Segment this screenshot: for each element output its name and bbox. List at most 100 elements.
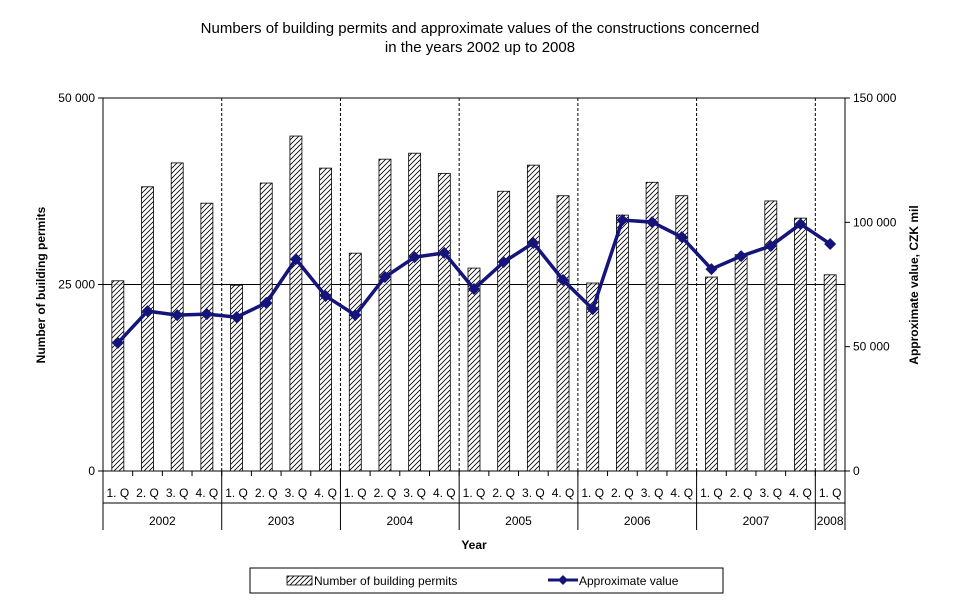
quarter-label: 4. Q <box>196 486 219 500</box>
marker-approximate-value <box>824 237 837 250</box>
bar-building-permits <box>616 214 629 472</box>
bar-building-permits <box>289 135 303 472</box>
quarter-label: 1. Q <box>819 486 842 500</box>
bar-building-permits <box>348 252 362 472</box>
y-axis-left-label: Number of building permits <box>34 206 48 363</box>
quarter-label: 2. Q <box>255 486 278 500</box>
marker-approximate-value <box>438 246 451 259</box>
quarter-label: 2. Q <box>492 486 515 500</box>
marker-approximate-value <box>794 218 807 231</box>
quarter-label: 1. Q <box>344 486 367 500</box>
y-right-tick-label: 100 000 <box>853 215 897 229</box>
marker-approximate-value <box>764 239 777 252</box>
year-label: 2003 <box>268 514 295 528</box>
legend-bar-swatch <box>286 575 313 586</box>
marker-approximate-value <box>408 251 421 264</box>
bar-building-permits <box>378 158 392 472</box>
bar-building-permits <box>734 254 748 472</box>
marker-approximate-value <box>141 305 154 318</box>
bar-building-permits <box>705 276 718 472</box>
legend-line-marker <box>558 575 568 585</box>
quarter-label: 3. Q <box>759 486 782 500</box>
bar-building-permits <box>408 152 422 472</box>
marker-approximate-value <box>260 296 273 309</box>
bar-building-permits <box>437 172 451 472</box>
marker-approximate-value <box>349 309 362 322</box>
quarter-label: 1. Q <box>225 486 248 500</box>
quarter-label: 4. Q <box>552 486 575 500</box>
chart-title-line2: in the years 2002 up to 2008 <box>385 39 575 56</box>
marker-approximate-value <box>468 282 480 295</box>
year-label: 2005 <box>505 514 532 528</box>
bar-building-permits <box>111 280 125 472</box>
y-right-tick-label: 150 000 <box>853 91 897 105</box>
bar-building-permits <box>823 274 837 472</box>
quarter-label: 4. Q <box>789 486 812 500</box>
bar-building-permits <box>141 186 154 472</box>
bar-building-permits <box>645 181 659 472</box>
y-left-tick-label: 50 000 <box>58 91 95 105</box>
marker-approximate-value <box>675 231 688 244</box>
quarter-label: 1. Q <box>700 486 723 500</box>
marker-approximate-value <box>557 274 570 287</box>
bar-building-permits <box>526 164 540 472</box>
quarter-label: 1. Q <box>463 486 486 500</box>
x-axis-label: Year <box>461 538 487 552</box>
marker-approximate-value <box>646 216 659 229</box>
marker-approximate-value <box>200 308 213 321</box>
marker-approximate-value <box>378 271 391 284</box>
quarter-label: 3. Q <box>166 486 189 500</box>
marker-approximate-value <box>289 253 302 266</box>
bar-building-permits <box>319 167 333 472</box>
quarter-label: 2. Q <box>730 486 753 500</box>
quarter-label: 2. Q <box>374 486 397 500</box>
bar-building-permits <box>586 282 600 472</box>
bar-building-permits <box>230 284 243 472</box>
legend-bar-label: Number of building permits <box>314 574 457 588</box>
quarter-label: 4. Q <box>314 486 337 500</box>
year-label: 2008 <box>817 514 844 528</box>
bar-building-permits <box>467 267 481 472</box>
quarter-label: 4. Q <box>433 486 456 500</box>
plot-area: 0 25 000 50 000 0 50 000 100 000 150 000 2002 20… <box>58 91 897 530</box>
marker-approximate-value <box>527 236 540 249</box>
marker-approximate-value <box>319 289 332 302</box>
legend: Number of building permits Approximate v… <box>249 567 724 594</box>
bar-building-permits <box>497 190 511 472</box>
marker-approximate-value <box>497 256 510 269</box>
bar-building-permits <box>675 195 689 472</box>
bar-building-permits <box>200 202 214 472</box>
marker-approximate-value <box>230 311 243 324</box>
quarter-label: 1. Q <box>581 486 604 500</box>
y-axis-right-label: Approximate value, CZK mil <box>907 205 921 364</box>
quarter-label: 3. Q <box>285 486 308 500</box>
quarter-label: 3. Q <box>522 486 545 500</box>
year-label: 2007 <box>743 514 770 528</box>
quarter-label: 2. Q <box>136 486 159 500</box>
marker-approximate-value <box>705 263 718 276</box>
year-label: 2006 <box>624 514 651 528</box>
bar-building-permits <box>556 195 570 472</box>
quarter-label: 3. Q <box>641 486 664 500</box>
quarter-label: 3. Q <box>403 486 426 500</box>
year-label: 2004 <box>386 514 413 528</box>
chart-title: Numbers of building permits and approxim… <box>201 20 760 37</box>
y-left-tick-label: 25 000 <box>58 278 95 292</box>
year-label: 2002 <box>149 514 176 528</box>
bar-building-permits <box>764 200 778 472</box>
y-right-tick-label: 50 000 <box>853 340 890 354</box>
marker-approximate-value <box>111 336 124 349</box>
marker-approximate-value <box>616 214 629 227</box>
bar-building-permits <box>794 217 807 472</box>
y-right-tick-label: 0 <box>853 464 860 478</box>
marker-approximate-value <box>735 250 748 263</box>
legend-line-label: Approximate value <box>579 574 679 588</box>
quarter-label: 4. Q <box>670 486 693 500</box>
quarter-label: 2. Q <box>611 486 634 500</box>
quarter-label: 1. Q <box>106 486 129 500</box>
marker-approximate-value <box>586 303 599 316</box>
y-left-tick-label: 0 <box>88 464 95 478</box>
bar-building-permits <box>259 182 273 472</box>
marker-approximate-value <box>171 309 184 322</box>
